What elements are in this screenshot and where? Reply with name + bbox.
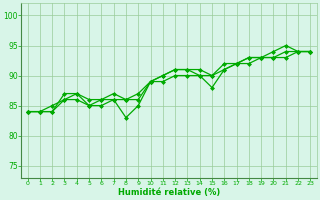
X-axis label: Humidité relative (%): Humidité relative (%) xyxy=(118,188,220,197)
